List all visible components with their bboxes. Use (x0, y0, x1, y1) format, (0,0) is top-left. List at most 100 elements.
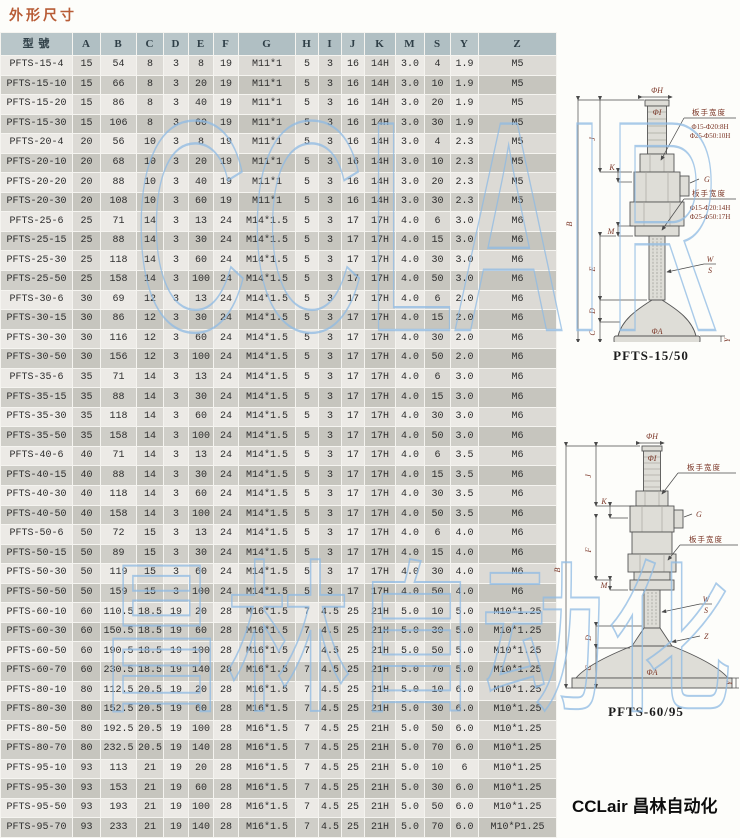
table-row: PFTS-95-50 93 193 21 19 100 28 M16*1.5 7 4.5 25 21H… (0, 797, 557, 819)
model-cell: PFTS-15-20 (0, 94, 73, 115)
value-cell: 4.0 (450, 582, 479, 604)
value-cell: 5.0 (450, 660, 479, 682)
value-cell: 28 (213, 700, 239, 721)
value-cell: M14*1.5 (238, 582, 296, 604)
value-cell: 30 (424, 113, 451, 135)
brand-logo: CCLair 昌林自动化 (572, 797, 718, 816)
value-cell: M6 (478, 465, 557, 487)
value-cell: 5.0 (395, 778, 425, 799)
value-cell: 60 (188, 778, 214, 799)
value-cell: 3 (163, 387, 189, 408)
dim-label-phi-i: ΦI (653, 108, 662, 117)
value-cell: 17H (364, 270, 396, 291)
value-cell: 3 (163, 465, 189, 487)
value-cell: 4.0 (395, 426, 425, 447)
value-cell: 15 (424, 230, 451, 252)
value-cell: 3 (318, 211, 342, 232)
value-cell: 17 (341, 504, 365, 526)
value-cell: 4 (424, 55, 451, 76)
model-cell: PFTS-60-50 (0, 641, 73, 662)
value-cell: 3.0 (395, 191, 425, 213)
value-cell: 70 (424, 660, 451, 682)
model-cell: PFTS-20-10 (0, 152, 73, 174)
value-cell: 19 (163, 797, 189, 819)
value-cell: M5 (478, 133, 557, 154)
value-cell: 3.0 (450, 211, 479, 232)
value-cell: 5 (295, 485, 319, 506)
value-cell: 7 (295, 660, 319, 682)
value-cell: 50 (424, 504, 451, 526)
value-cell: 50 (424, 582, 451, 604)
value-cell: 7 (295, 680, 319, 702)
value-cell: M6 (478, 309, 557, 330)
value-cell: 17H (364, 309, 396, 330)
value-cell: 3 (318, 250, 342, 272)
wrench-width-note-line: Φ15-Φ20:8H (691, 123, 728, 131)
value-cell: 30 (424, 778, 451, 799)
value-cell: 7 (295, 758, 319, 780)
value-cell: 230.5 (100, 660, 137, 682)
value-cell: M11*1 (238, 94, 296, 115)
model-cell: PFTS-35-6 (0, 367, 73, 389)
value-cell: 5 (295, 309, 319, 330)
value-cell: 93 (72, 758, 101, 780)
value-cell: 66 (100, 74, 137, 96)
value-cell: M16*1.5 (238, 758, 296, 780)
dim-label-d: D (588, 308, 597, 315)
value-cell: 1.9 (450, 74, 479, 96)
value-cell: 3.5 (450, 465, 479, 487)
value-cell: 3.0 (450, 230, 479, 252)
value-cell: 4.0 (395, 504, 425, 526)
value-cell: 3 (163, 543, 189, 565)
table-row: PFTS-30-30 30 116 12 3 60 24 M14*1.5 5 3 17 17H 4.0 3… (0, 328, 557, 350)
value-cell: 3 (318, 445, 342, 467)
value-cell: 4.0 (395, 367, 425, 389)
value-cell: 4.5 (318, 797, 342, 819)
value-cell: 30 (188, 543, 214, 565)
value-cell: 60 (188, 621, 214, 643)
table-row: PFTS-60-30 60 150.5 18.5 19 60 28 M16*1.5 7 4.5 25… (0, 621, 557, 643)
page-title: 外形尺寸 (9, 7, 77, 23)
model-cell: PFTS-40-30 (0, 485, 73, 506)
value-cell: M16*1.5 (238, 739, 296, 760)
column-header: G (238, 32, 296, 56)
value-cell: 5 (295, 211, 319, 232)
diagram-pfts-60-95: ΦH ΦI B J K F M D C 板手宽度 板手宽度 G (552, 430, 740, 720)
value-cell: 3 (318, 55, 342, 76)
wrench-width-note-title: 板手宽度 (692, 188, 726, 198)
value-cell: 15 (136, 563, 164, 584)
value-cell: 153 (100, 778, 137, 799)
value-cell: 3 (163, 74, 189, 96)
value-cell: 13 (188, 445, 214, 467)
value-cell: M16*1.5 (238, 778, 296, 799)
value-cell: M14*1.5 (238, 426, 296, 447)
value-cell: 4.0 (395, 309, 425, 330)
value-cell: 14H (364, 172, 396, 193)
value-cell: 2.3 (450, 152, 479, 174)
value-cell: 14H (364, 113, 396, 135)
value-cell: 17H (364, 543, 396, 565)
value-cell: M5 (478, 191, 557, 213)
value-cell: 16 (341, 94, 365, 115)
value-cell: M10*1.25 (478, 758, 557, 780)
value-cell: 18.5 (136, 621, 164, 643)
value-cell: 3 (163, 270, 189, 291)
table-row: PFTS-60-70 60 230.5 18.5 19 140 28 M16*1.5 7 4.5 2… (0, 660, 557, 682)
value-cell: 3 (163, 445, 189, 467)
table-row: PFTS-95-70 93 233 21 19 140 28 M16*1.5 7 4.5 25 21H… (0, 817, 557, 838)
value-cell: 5 (295, 563, 319, 584)
value-cell: 19 (163, 719, 189, 741)
table-row: PFTS-30-50 30 156 12 3 100 24 M14*1.5 5 3 17 17H 4.0… (0, 348, 557, 369)
value-cell: 3.5 (450, 504, 479, 526)
value-cell: 3.0 (395, 113, 425, 135)
value-cell: 19 (213, 152, 239, 174)
value-cell: 8 (188, 133, 214, 154)
value-cell: 3 (163, 191, 189, 213)
value-cell: M6 (478, 426, 557, 447)
model-cell: PFTS-60-30 (0, 621, 73, 643)
value-cell: 7 (295, 739, 319, 760)
value-cell: 14 (136, 211, 164, 232)
value-cell: 4.5 (318, 778, 342, 799)
value-cell: M10*1.25 (478, 739, 557, 760)
